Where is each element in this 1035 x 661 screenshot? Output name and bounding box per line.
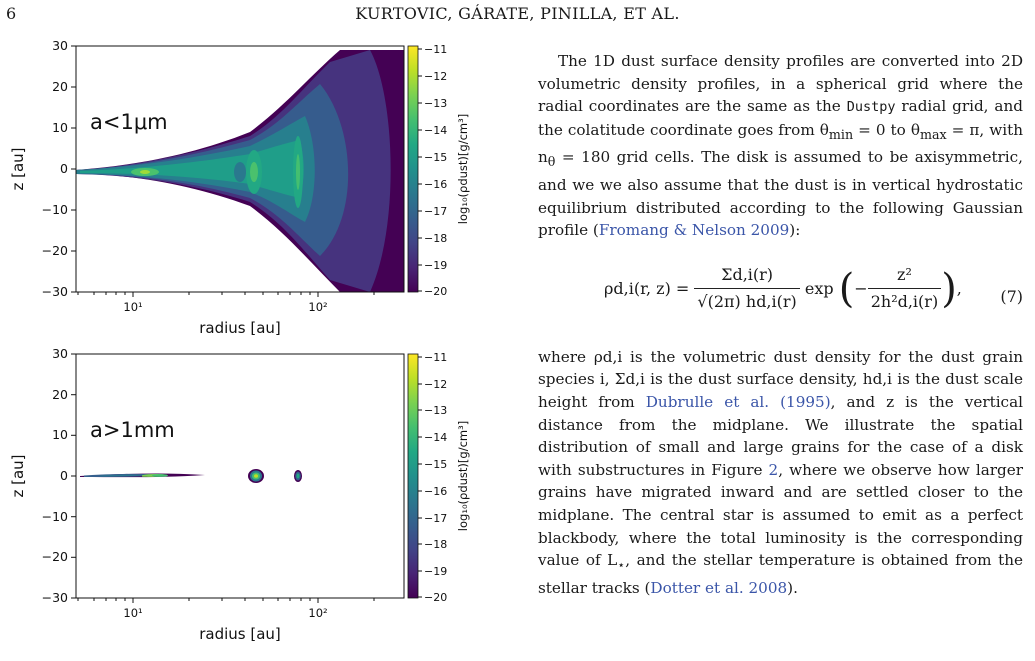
colorbar-tick: −13 bbox=[424, 404, 447, 417]
code-dustpy: Dustpy bbox=[846, 99, 896, 116]
xtick: 10² bbox=[308, 300, 327, 314]
colorbar-tick: −20 bbox=[424, 285, 447, 298]
colorbar-tick: −14 bbox=[424, 124, 447, 137]
density-contours-small bbox=[76, 50, 404, 292]
colorbar-tick: −12 bbox=[424, 378, 447, 391]
xtick: 10² bbox=[308, 606, 327, 620]
colorbar-tick: −11 bbox=[424, 351, 447, 364]
colorbar-tick: −16 bbox=[424, 178, 447, 191]
running-title: KURTOVIC, GÁRATE, PINILLA, ET AL. bbox=[355, 4, 680, 23]
ytick: 10 bbox=[52, 427, 68, 442]
eq-denominator: √(2π) hd,i(r) bbox=[697, 292, 797, 312]
colorbar-tick: −15 bbox=[424, 458, 447, 471]
paragraph: where ρd,i is the volumetric dust densit… bbox=[538, 347, 1023, 597]
colorbar-tick: −15 bbox=[424, 151, 447, 164]
colorbar-tick: −11 bbox=[424, 43, 447, 56]
ytick: −10 bbox=[42, 202, 68, 217]
y-axis-label: z [au] bbox=[9, 454, 27, 497]
colorbar-tick: −17 bbox=[424, 512, 447, 525]
colorbar-tick: −19 bbox=[424, 565, 447, 578]
equation-7: ρd,i(r, z) = Σd,i(r) √(2π) hd,i(r) exp (−… bbox=[538, 256, 1023, 334]
ytick: −30 bbox=[42, 284, 68, 299]
colorbar-tick: −12 bbox=[424, 70, 447, 83]
ytick: 0 bbox=[60, 161, 68, 176]
page-header: 6 KURTOVIC, GÁRATE, PINILLA, ET AL. bbox=[0, 4, 1035, 24]
ytick: −10 bbox=[42, 509, 68, 524]
ytick: 30 bbox=[52, 346, 68, 361]
ytick: 20 bbox=[52, 387, 68, 402]
eq-lhs: ρd,i(r, z) = bbox=[604, 278, 690, 298]
panel-label: a>1mm bbox=[90, 418, 175, 442]
x-axis-label: radius [au] bbox=[199, 625, 281, 643]
page-number: 6 bbox=[6, 4, 17, 23]
colorbar-tick: −18 bbox=[424, 538, 447, 551]
colorbar-tick: −20 bbox=[424, 591, 447, 604]
citation-link[interactable]: Dotter et al. 2008 bbox=[650, 578, 788, 597]
xtick: 10¹ bbox=[123, 606, 142, 620]
figure-2: 30 20 10 0 −10 −20 −30 10¹ 10² a<1μm rad… bbox=[9, 38, 470, 643]
colorbar-tick: −17 bbox=[424, 205, 447, 218]
panel-small-grains: 30 20 10 0 −10 −20 −30 10¹ 10² a<1μm rad… bbox=[9, 38, 470, 337]
ytick: 30 bbox=[52, 38, 68, 53]
equation-number: (7) bbox=[1000, 286, 1023, 306]
eq-inner-denominator: 2h²d,i(r) bbox=[870, 292, 939, 312]
ytick: −20 bbox=[42, 243, 68, 258]
eq-exp: exp bbox=[804, 278, 834, 298]
eq-numerator: Σd,i(r) bbox=[694, 264, 800, 290]
panel-label: a<1μm bbox=[90, 110, 168, 134]
ytick: 10 bbox=[52, 120, 68, 135]
colorbar-tick: −19 bbox=[424, 259, 447, 272]
figure-link[interactable]: 2 bbox=[768, 460, 779, 479]
citation-link[interactable]: Dubrulle et al. (1995) bbox=[645, 393, 831, 411]
density-contours-large bbox=[80, 469, 302, 483]
citation-link[interactable]: Fromang & Nelson 2009 bbox=[598, 221, 790, 240]
colorbar-tick: −16 bbox=[424, 485, 447, 498]
colorbar-tick: −18 bbox=[424, 232, 447, 245]
colorbar-label: log₁₀(ρdust)[g/cm³] bbox=[456, 421, 470, 531]
xtick: 10¹ bbox=[123, 300, 142, 314]
eq-inner-numerator: z² bbox=[867, 264, 942, 290]
ytick: 20 bbox=[52, 79, 68, 94]
colorbar bbox=[407, 353, 419, 599]
y-axis-label: z [au] bbox=[9, 147, 27, 190]
colorbar bbox=[407, 45, 419, 293]
x-axis-label: radius [au] bbox=[199, 319, 281, 337]
paragraph: The 1D dust surface density profiles are… bbox=[538, 52, 1024, 240]
ytick: 0 bbox=[60, 468, 68, 483]
ytick: −20 bbox=[42, 549, 68, 564]
colorbar-tick: −13 bbox=[424, 97, 447, 110]
text-column: The 1D dust surface density profiles are… bbox=[538, 50, 1023, 599]
colorbar-label: log₁₀(ρdust)[g/cm³] bbox=[456, 114, 470, 224]
colorbar-tick: −14 bbox=[424, 431, 447, 444]
ytick: −30 bbox=[42, 590, 68, 605]
panel-large-grains: 30 20 10 0 −10 −20 −30 10¹ 10² a>1mm rad… bbox=[9, 346, 470, 643]
